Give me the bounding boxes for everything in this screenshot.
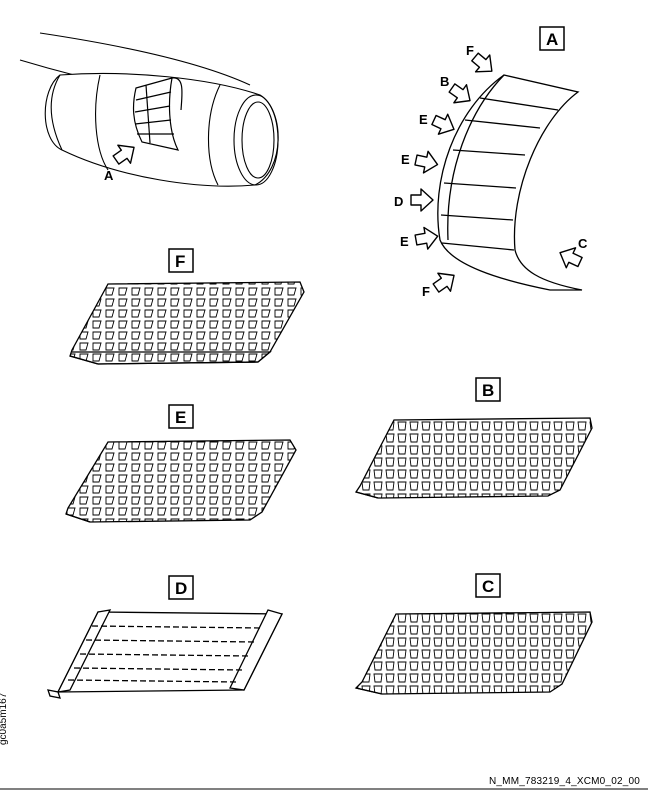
liner-callout-e1: E: [419, 112, 428, 127]
view-c-panel: [354, 611, 593, 695]
view-f-panel: [69, 281, 305, 365]
liner-callout-f-bottom: F: [422, 284, 430, 299]
side-code: gc0a5m167: [0, 692, 9, 745]
liner-callout-d: D: [394, 194, 403, 209]
view-b-panel: [354, 417, 593, 499]
view-d-panel: [47, 609, 284, 699]
view-f-label: F: [175, 252, 185, 271]
liner-arrow-e1: [428, 109, 460, 140]
liner-arrow-b: [444, 78, 478, 111]
view-a-liner: [437, 74, 583, 291]
liner-callout-e2: E: [401, 152, 410, 167]
liner-arrow-f-bottom: [428, 265, 462, 298]
liner-callout-b: B: [440, 74, 449, 89]
engine-liner-segment: [132, 77, 183, 151]
view-a-label: A: [546, 30, 558, 49]
liner-arrow-d: [410, 188, 434, 212]
view-c-label: C: [482, 577, 494, 596]
engine-callout-label: A: [104, 168, 114, 183]
view-f-box: [168, 248, 194, 273]
liner-callout-e3: E: [400, 234, 409, 249]
view-d-box: [168, 575, 194, 600]
view-a-box: [539, 26, 565, 51]
view-e-box: [168, 404, 194, 429]
view-d-label: D: [175, 579, 187, 598]
view-e-label: E: [175, 408, 186, 427]
view-e-panel: [65, 439, 297, 523]
view-c-box: [475, 573, 501, 598]
liner-arrow-e3: [413, 224, 441, 252]
view-b-box: [475, 377, 501, 402]
liner-callout-f-top: F: [466, 43, 474, 58]
figure-ref: N_MM_783219_4_XCM0_02_00: [488, 776, 640, 787]
liner-callout-c: C: [578, 236, 588, 251]
liner-arrow-e2: [413, 148, 441, 177]
view-b-label: B: [482, 381, 494, 400]
